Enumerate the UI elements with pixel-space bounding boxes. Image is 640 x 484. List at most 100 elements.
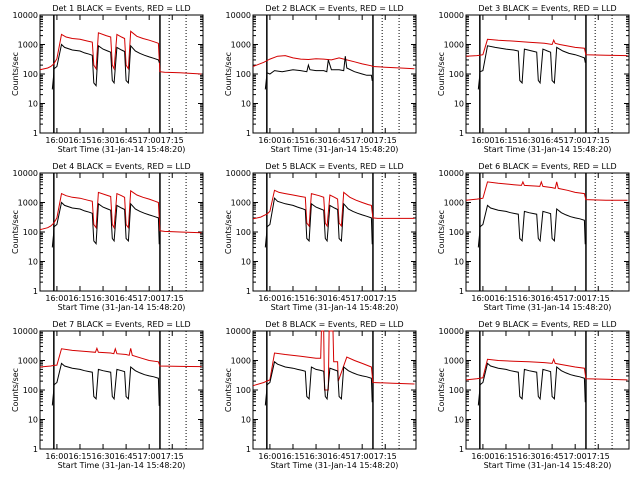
panel-title: Det 8 BLACK = Events, RED = LLD (265, 320, 403, 329)
y-tick-label: 1000 (444, 41, 464, 50)
events-series-line (264, 56, 373, 90)
events-series-line (51, 201, 160, 248)
x-axis-label: Start Time (31-Jan-14 15:48:20) (484, 145, 612, 154)
y-tick-label: 1 (246, 445, 251, 454)
x-tick-label: 17:00 (351, 294, 374, 303)
y-axis-label: Counts/sec (11, 368, 20, 412)
y-tick-label: 10 (28, 258, 38, 267)
y-tick-label: 100 (23, 228, 38, 237)
y-tick-label: 10000 (439, 327, 464, 336)
x-tick-label: 16:45 (115, 452, 138, 461)
lld-series-line (252, 330, 415, 391)
plot-frame (39, 14, 204, 134)
y-tick-label: 10 (241, 258, 251, 267)
x-tick-label: 17:15 (161, 136, 184, 145)
y-tick-label: 10000 (13, 327, 38, 336)
panel-title: Det 9 BLACK = Events, RED = LLD (478, 320, 616, 329)
x-tick-label: 17:00 (564, 136, 587, 145)
y-axis-label: Counts/sec (224, 368, 233, 412)
y-tick-label: 10 (28, 416, 38, 425)
panel-9: Det 9 BLACK = Events, RED = LLD 1 10 100 100… (437, 320, 630, 470)
y-tick-label: 100 (449, 228, 464, 237)
y-tick-label: 100 (236, 386, 251, 395)
x-axis-label: Start Time (31-Jan-14 15:48:20) (484, 303, 612, 312)
x-axis-label: Start Time (31-Jan-14 15:48:20) (58, 461, 186, 470)
events-series-line (51, 362, 160, 406)
y-tick-label: 1000 (231, 199, 251, 208)
events-series-line (477, 362, 586, 406)
x-tick-label: 16:45 (328, 294, 351, 303)
y-tick-label: 100 (23, 70, 38, 79)
y-tick-label: 1 (459, 129, 464, 138)
x-tick-label: 16:45 (115, 136, 138, 145)
y-tick-label: 100 (23, 386, 38, 395)
x-tick-label: 16:30 (518, 452, 541, 461)
y-axis-label: Counts/sec (437, 210, 446, 254)
x-tick-label: 16:00 (471, 452, 494, 461)
panel-title: Det 3 BLACK = Events, RED = LLD (478, 4, 616, 13)
x-tick-label: 17:00 (138, 294, 161, 303)
panel-title: Det 4 BLACK = Events, RED = LLD (52, 162, 190, 171)
y-tick-label: 1 (33, 445, 38, 454)
plot-frame (252, 14, 417, 134)
y-tick-label: 1000 (18, 199, 38, 208)
x-tick-label: 16:45 (541, 452, 564, 461)
x-tick-label: 16:00 (45, 294, 68, 303)
y-tick-label: 10000 (13, 169, 38, 178)
x-tick-label: 17:15 (161, 294, 184, 303)
x-axis-label: Start Time (31-Jan-14 15:48:20) (58, 303, 186, 312)
x-tick-label: 17:00 (138, 452, 161, 461)
y-tick-label: 10 (454, 258, 464, 267)
x-tick-label: 16:45 (115, 294, 138, 303)
plot-frame (465, 172, 630, 292)
plot-frame (252, 172, 417, 292)
y-tick-label: 10 (454, 416, 464, 425)
lld-series-line (39, 30, 202, 75)
y-tick-label: 1000 (18, 41, 38, 50)
x-tick-label: 16:00 (258, 452, 281, 461)
y-tick-label: 1000 (444, 357, 464, 366)
x-tick-label: 16:30 (92, 136, 115, 145)
y-tick-label: 100 (236, 70, 251, 79)
x-tick-label: 17:15 (374, 452, 397, 461)
x-tick-label: 16:45 (328, 136, 351, 145)
x-tick-label: 16:15 (281, 294, 304, 303)
x-tick-label: 16:45 (541, 136, 564, 145)
x-tick-label: 16:30 (305, 294, 328, 303)
panel-title: Det 5 BLACK = Events, RED = LLD (265, 162, 403, 171)
x-tick-label: 16:30 (92, 294, 115, 303)
x-tick-label: 17:15 (374, 294, 397, 303)
x-tick-label: 17:00 (138, 136, 161, 145)
x-tick-label: 16:45 (541, 294, 564, 303)
panel-5: Det 5 BLACK = Events, RED = LLD 1 10 100 100… (224, 162, 417, 312)
x-tick-label: 16:15 (68, 136, 91, 145)
panel-8: Det 8 BLACK = Events, RED = LLD 1 10 100 100… (224, 320, 417, 470)
y-axis-label: Counts/sec (437, 52, 446, 96)
y-tick-label: 100 (236, 228, 251, 237)
x-axis-label: Start Time (31-Jan-14 15:48:20) (484, 461, 612, 470)
x-tick-label: 16:45 (328, 452, 351, 461)
x-axis-label: Start Time (31-Jan-14 15:48:20) (271, 461, 399, 470)
panel-6: Det 6 BLACK = Events, RED = LLD 1 10 100 100… (437, 162, 630, 312)
y-axis-label: Counts/sec (11, 52, 20, 96)
x-tick-label: 16:30 (305, 136, 328, 145)
plot-frame (252, 330, 417, 450)
events-series-line (264, 360, 373, 406)
panel-1: Det 1 BLACK = Events, RED = LLD 1 10 100 100… (11, 4, 204, 154)
y-tick-label: 10 (454, 100, 464, 109)
events-series-line (477, 204, 586, 248)
x-tick-label: 16:00 (45, 136, 68, 145)
x-tick-label: 16:00 (258, 136, 281, 145)
x-axis-label: Start Time (31-Jan-14 15:48:20) (58, 145, 186, 154)
y-tick-label: 10 (241, 416, 251, 425)
events-series-line (51, 43, 160, 90)
y-tick-label: 1 (246, 129, 251, 138)
x-tick-label: 17:15 (587, 452, 610, 461)
y-tick-label: 1 (246, 287, 251, 296)
y-axis-label: Counts/sec (224, 210, 233, 254)
x-tick-label: 17:00 (564, 294, 587, 303)
panel-title: Det 1 BLACK = Events, RED = LLD (52, 4, 190, 13)
x-tick-label: 16:15 (68, 452, 91, 461)
events-series-line (477, 45, 586, 90)
